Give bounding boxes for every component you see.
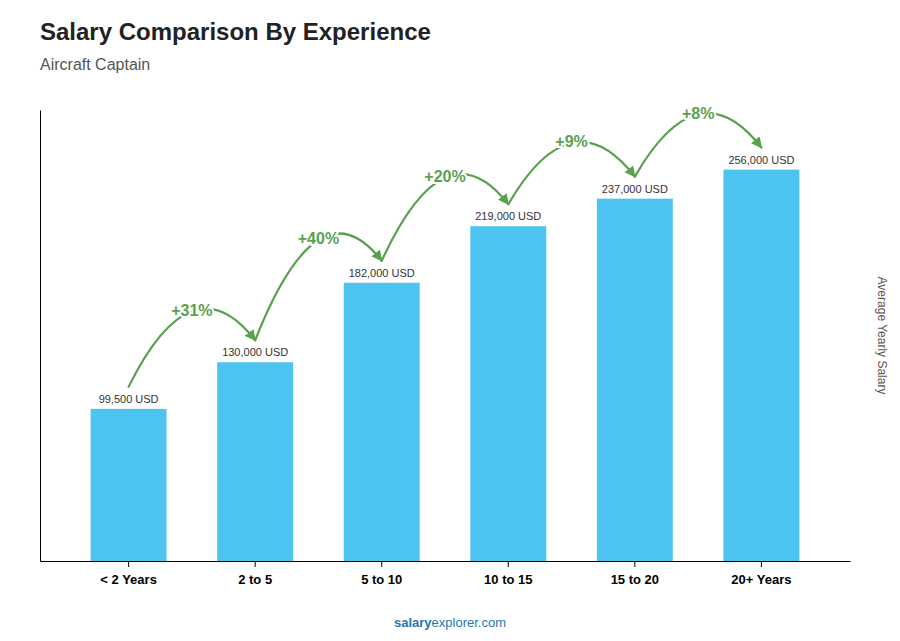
x-tick-group: 2 to 5 bbox=[238, 561, 272, 587]
x-tick bbox=[508, 561, 509, 567]
watermark: salaryexplorer.com bbox=[394, 615, 506, 630]
x-tick-group: < 2 Years bbox=[100, 561, 157, 587]
bar bbox=[597, 199, 673, 561]
chart: Salary Comparison By Experience Aircraft … bbox=[0, 0, 900, 641]
data-labels: 99,500 USD 130,000 USD 182,000 USD 219,000 … bbox=[99, 154, 795, 405]
x-tick-label: 10 to 15 bbox=[484, 572, 532, 587]
x-tick-group: 15 to 20 bbox=[611, 561, 659, 587]
data-label: 256,000 USD bbox=[728, 154, 794, 166]
data-label: 130,000 USD bbox=[222, 346, 288, 358]
x-tick-label: 20+ Years bbox=[731, 572, 791, 587]
x-tick-label: 15 to 20 bbox=[611, 572, 659, 587]
x-tick bbox=[381, 561, 382, 567]
increase-arrow bbox=[508, 142, 635, 204]
x-tick-label: < 2 Years bbox=[100, 572, 157, 587]
increase-arrow bbox=[129, 309, 256, 387]
data-label: 99,500 USD bbox=[99, 393, 159, 405]
x-tick-group: 20+ Years bbox=[731, 561, 791, 587]
bar bbox=[217, 362, 293, 561]
increase-label: +20% bbox=[424, 168, 465, 185]
subtitle: Aircraft Captain bbox=[40, 56, 150, 73]
y-axis-label: Average Yearly Salary bbox=[875, 277, 889, 395]
x-axis-line bbox=[41, 561, 851, 562]
bar bbox=[470, 226, 546, 561]
bar bbox=[344, 283, 420, 561]
y-axis-line bbox=[40, 111, 41, 562]
increase-arrows: +31% +40% +20% +9% +8% bbox=[129, 105, 762, 387]
watermark-part: salary bbox=[394, 615, 432, 630]
x-tick bbox=[255, 561, 256, 567]
x-tick-group: 5 to 10 bbox=[361, 561, 402, 587]
watermark-part: explorer.com bbox=[432, 615, 506, 630]
data-label: 182,000 USD bbox=[349, 267, 415, 279]
x-tick bbox=[634, 561, 635, 567]
increase-label: +31% bbox=[171, 302, 212, 319]
x-tick bbox=[128, 561, 129, 567]
increase-label: +40% bbox=[298, 230, 339, 247]
increase-arrow bbox=[382, 174, 509, 261]
increase-label: +9% bbox=[555, 133, 587, 150]
data-label: 219,000 USD bbox=[475, 210, 541, 222]
plot-area bbox=[91, 170, 800, 561]
x-axis: < 2 Years 2 to 5 5 to 10 10 to 15 15 to 20 20… bbox=[41, 561, 851, 587]
x-tick-group: 10 to 15 bbox=[484, 561, 532, 587]
data-label: 237,000 USD bbox=[602, 183, 668, 195]
x-tick-label: 5 to 10 bbox=[361, 572, 402, 587]
title: Salary Comparison By Experience bbox=[40, 18, 431, 45]
increase-arrow bbox=[255, 234, 382, 341]
bar bbox=[723, 170, 799, 561]
x-tick bbox=[761, 561, 762, 567]
x-tick-label: 2 to 5 bbox=[238, 572, 272, 587]
increase-label: +8% bbox=[682, 105, 714, 122]
y-axis bbox=[40, 111, 41, 562]
bar bbox=[91, 409, 167, 561]
increase-arrow bbox=[635, 113, 762, 176]
